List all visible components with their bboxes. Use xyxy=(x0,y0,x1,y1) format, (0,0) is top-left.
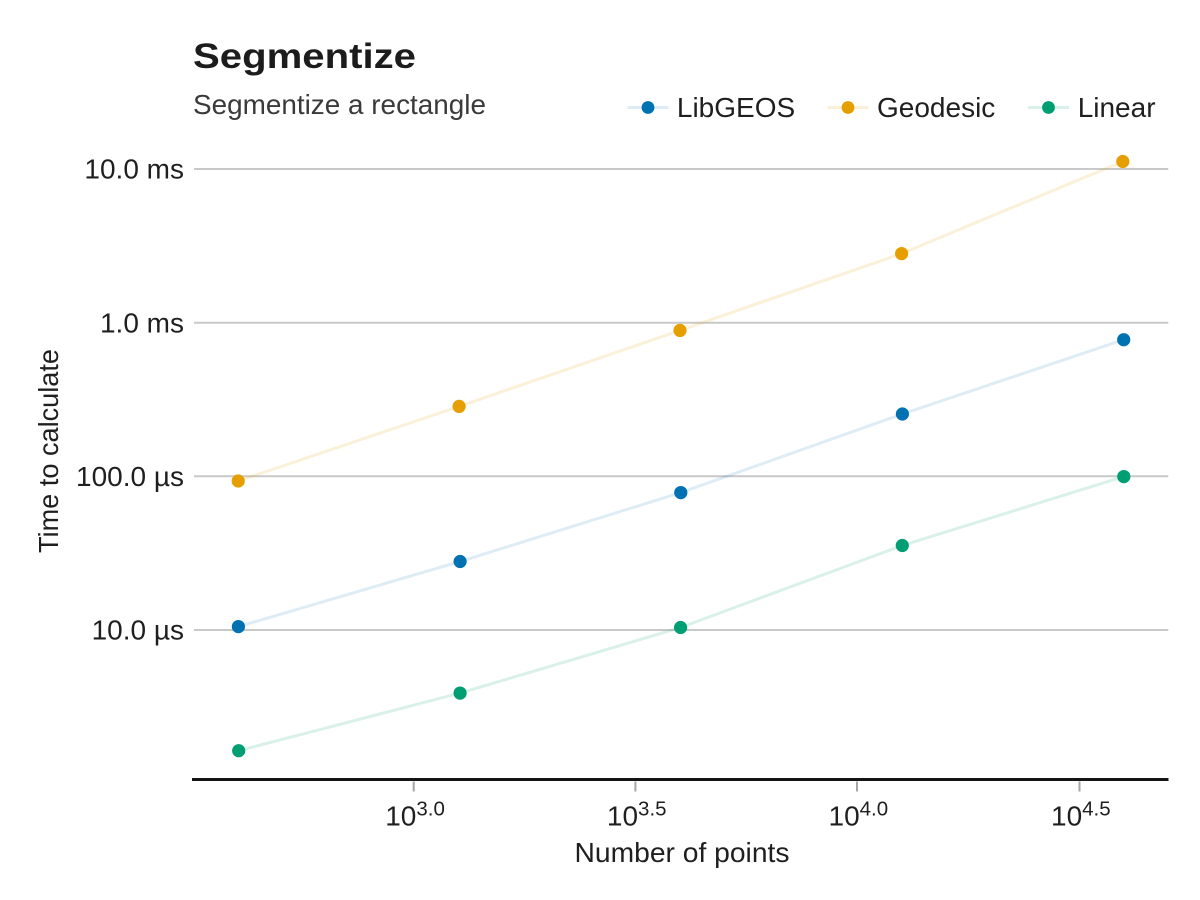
svg-text:1.0 ms: 1.0 ms xyxy=(100,307,184,338)
svg-text:Segmentize: Segmentize xyxy=(193,37,416,76)
svg-text:10.0 ms: 10.0 ms xyxy=(84,154,184,185)
svg-text:Segmentize a rectangle: Segmentize a rectangle xyxy=(193,89,486,120)
svg-text:Geodesic: Geodesic xyxy=(877,92,995,123)
svg-text:Linear: Linear xyxy=(1078,92,1156,123)
svg-text:100.0 µs: 100.0 µs xyxy=(76,461,184,492)
svg-text:Time to calculate: Time to calculate xyxy=(33,349,64,553)
svg-text:Number of points: Number of points xyxy=(575,837,790,868)
svg-text:LibGEOS: LibGEOS xyxy=(677,92,795,123)
svg-text:10.0 µs: 10.0 µs xyxy=(92,615,184,646)
